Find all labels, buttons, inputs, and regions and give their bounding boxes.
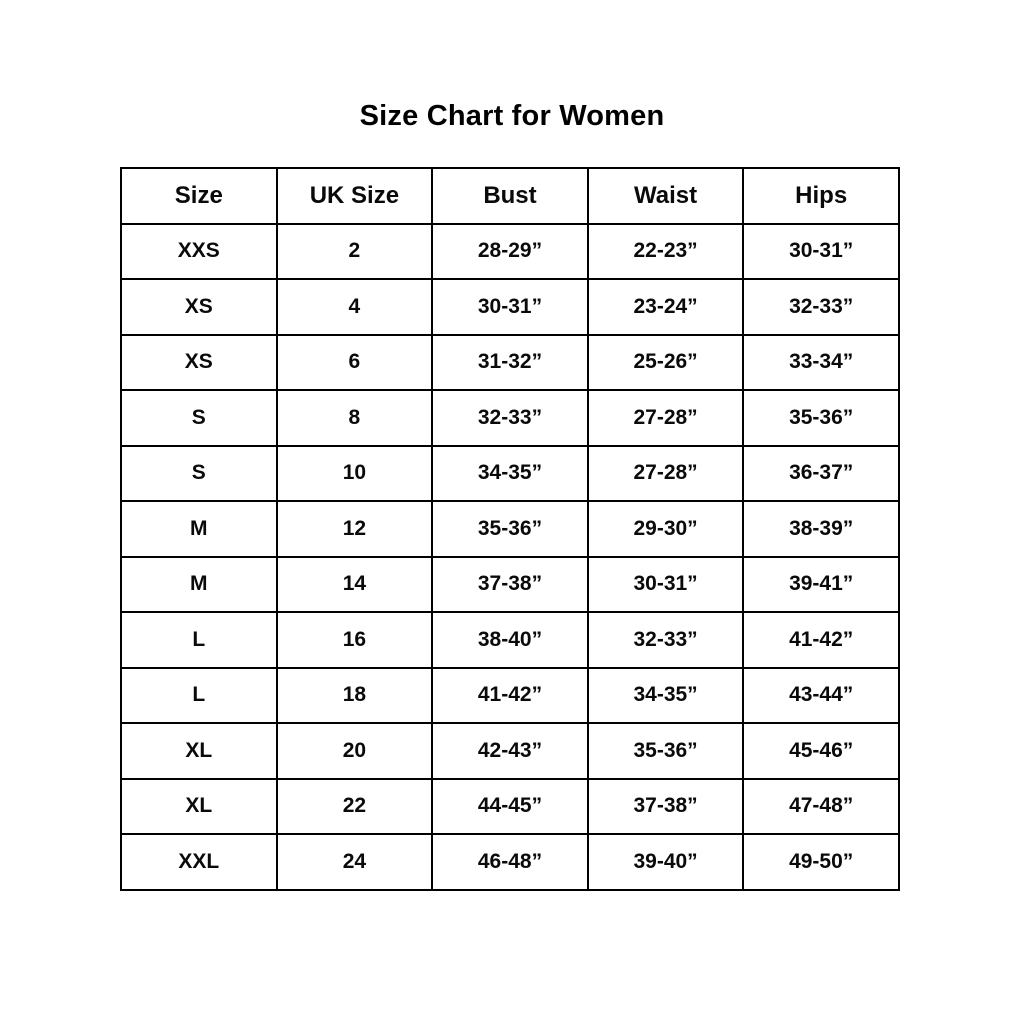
column-header-hips: Hips [742, 167, 900, 225]
table-row: XL 20 42-43” 35-36” 45-46” [120, 722, 900, 780]
table-row: S 10 34-35” 27-28” 36-37” [120, 444, 900, 502]
table-cell: 34-35” [586, 666, 745, 724]
table-cell: 31-32” [431, 333, 589, 391]
table-cell: 18 [275, 666, 434, 724]
table-cell: XXS [120, 222, 278, 280]
table-cell: 42-43” [431, 722, 589, 780]
table-cell: 43-44” [742, 666, 900, 724]
table-cell: 41-42” [431, 666, 589, 724]
table-cell: 32-33” [742, 278, 900, 336]
table-cell: S [120, 389, 278, 447]
table-cell: 36-37” [742, 444, 900, 502]
table-cell: 30-31” [586, 555, 745, 613]
table-cell: 27-28” [586, 389, 745, 447]
column-header-waist: Waist [586, 167, 745, 225]
table-cell: 35-36” [742, 389, 900, 447]
table-cell: 10 [275, 444, 434, 502]
table-row: L 16 38-40” 32-33” 41-42” [120, 611, 900, 669]
table-cell: 33-34” [742, 333, 900, 391]
table-cell: 6 [275, 333, 434, 391]
table-cell: 25-26” [586, 333, 745, 391]
table-row: XS 6 31-32” 25-26” 33-34” [120, 333, 900, 391]
table-cell: 4 [275, 278, 434, 336]
table-cell: XXL [120, 833, 278, 891]
table-cell: 2 [275, 222, 434, 280]
table-cell: 23-24” [586, 278, 745, 336]
table-row: S 8 32-33” 27-28” 35-36” [120, 389, 900, 447]
table-cell: XS [120, 333, 278, 391]
table-row: XS 4 30-31” 23-24” 32-33” [120, 278, 900, 336]
table-cell: 8 [275, 389, 434, 447]
table-header: Size UK Size Bust Waist Hips [120, 167, 900, 225]
table-body: XXS 2 28-29” 22-23” 30-31” XS 4 30-31” 23-24” 32-… [120, 222, 900, 891]
table-cell: 41-42” [742, 611, 900, 669]
table-cell: M [120, 500, 278, 558]
table-cell: 29-30” [586, 500, 745, 558]
size-chart-table: Size UK Size Bust Waist Hips XXS 2 28-29” 22-23… [120, 167, 900, 891]
header-row: Size UK Size Bust Waist Hips [120, 167, 900, 225]
table-row: XXL 24 46-48” 39-40” 49-50” [120, 833, 900, 891]
table-cell: 46-48” [431, 833, 589, 891]
table-cell: 30-31” [742, 222, 900, 280]
column-header-bust: Bust [431, 167, 589, 225]
table-cell: 38-39” [742, 500, 900, 558]
table-cell: 34-35” [431, 444, 589, 502]
table-cell: L [120, 666, 278, 724]
table-row: XL 22 44-45” 37-38” 47-48” [120, 777, 900, 835]
table-cell: 27-28” [586, 444, 745, 502]
table-cell: 35-36” [586, 722, 745, 780]
page-title: Size Chart for Women [359, 100, 665, 132]
table-cell: 22-23” [586, 222, 745, 280]
table-cell: 49-50” [742, 833, 900, 891]
table-cell: XS [120, 278, 278, 336]
table-cell: 24 [275, 833, 434, 891]
table-cell: L [120, 611, 278, 669]
table-cell: 32-33” [586, 611, 745, 669]
table-cell: 47-48” [742, 777, 900, 835]
table-cell: 37-38” [431, 555, 589, 613]
table-cell: 39-41” [742, 555, 900, 613]
table-cell: S [120, 444, 278, 502]
column-header-size: Size [120, 167, 278, 225]
table-row: L 18 41-42” 34-35” 43-44” [120, 666, 900, 724]
table-cell: XL [120, 722, 278, 780]
table-cell: 35-36” [431, 500, 589, 558]
table-cell: 44-45” [431, 777, 589, 835]
table-cell: 28-29” [431, 222, 589, 280]
table-cell: 22 [275, 777, 434, 835]
table-cell: 37-38” [586, 777, 745, 835]
table-cell: 30-31” [431, 278, 589, 336]
table-cell: 38-40” [431, 611, 589, 669]
table-cell: 16 [275, 611, 434, 669]
table-cell: 12 [275, 500, 434, 558]
table-row: M 12 35-36” 29-30” 38-39” [120, 500, 900, 558]
table-cell: M [120, 555, 278, 613]
table-cell: 39-40” [586, 833, 745, 891]
table-row: XXS 2 28-29” 22-23” 30-31” [120, 222, 900, 280]
table-cell: XL [120, 777, 278, 835]
table-cell: 32-33” [431, 389, 589, 447]
table-cell: 45-46” [742, 722, 900, 780]
table-row: M 14 37-38” 30-31” 39-41” [120, 555, 900, 613]
table-cell: 20 [275, 722, 434, 780]
column-header-uk-size: UK Size [275, 167, 434, 225]
table-cell: 14 [275, 555, 434, 613]
